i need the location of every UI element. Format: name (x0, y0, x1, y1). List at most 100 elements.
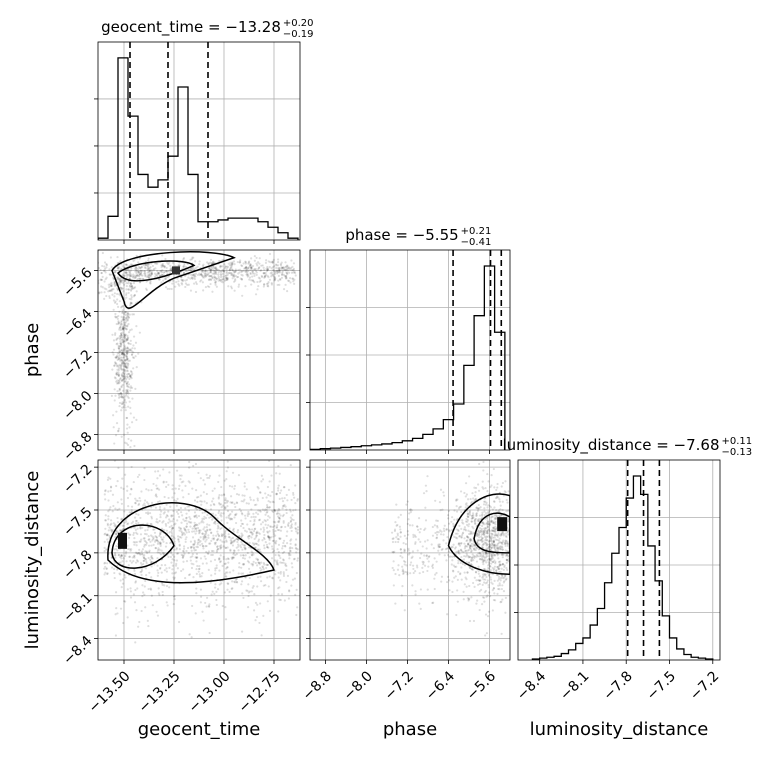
scatter-point (267, 267, 270, 270)
scatter-point (230, 262, 234, 265)
scatter-point (127, 372, 130, 376)
scatter-point (130, 439, 133, 442)
scatter-point (258, 266, 261, 269)
scatter-point (473, 556, 476, 559)
scatter-point (147, 489, 150, 492)
scatter-point (495, 515, 498, 518)
scatter-point (229, 548, 232, 551)
scatter-point (480, 554, 483, 557)
scatter-point (471, 512, 475, 515)
scatter-point (104, 271, 107, 274)
scatter-point (120, 518, 123, 521)
scatter-point (241, 592, 244, 595)
scatter-point (492, 467, 495, 471)
scatter-point (293, 271, 297, 275)
title-plus-geocent_time: +0.20 (283, 18, 314, 29)
scatter-point (154, 547, 157, 550)
scatter-point (224, 265, 227, 268)
scatter-point (234, 513, 237, 517)
scatter-point (174, 285, 177, 288)
scatter-point (257, 543, 260, 547)
scatter-point (469, 547, 472, 551)
scatter-point (247, 567, 251, 570)
scatter-point (120, 334, 123, 337)
scatter-point (288, 277, 292, 280)
scatter-point (210, 274, 213, 278)
scatter-point (492, 598, 495, 602)
scatter-point (475, 579, 478, 582)
scatter-point (478, 551, 481, 554)
scatter-point (503, 564, 506, 567)
scatter-point (115, 545, 118, 548)
scatter-point (486, 539, 489, 542)
scatter-point (177, 508, 180, 511)
scatter-point (121, 287, 124, 290)
scatter-point (126, 339, 129, 342)
scatter-point (231, 268, 234, 271)
scatter-point (163, 507, 166, 510)
scatter-point (477, 530, 480, 533)
scatter-point (407, 547, 410, 550)
scatter-point (492, 554, 495, 557)
scatter-point (290, 526, 293, 529)
scatter-point (271, 509, 274, 512)
scatter-point (122, 326, 125, 329)
scatter-point (279, 537, 282, 540)
scatter-point (190, 276, 193, 279)
scatter-point (116, 516, 119, 520)
scatter-point (114, 300, 117, 303)
scatter-point (233, 289, 236, 292)
scatter-point (209, 508, 213, 511)
scatter-point (276, 271, 279, 274)
scatter-point (130, 328, 133, 331)
scatter-point (209, 560, 213, 563)
scatter-point (150, 269, 153, 272)
scatter-point (254, 546, 257, 549)
scatter-point (218, 493, 221, 497)
scatter-point (398, 574, 401, 577)
scatter-point (180, 481, 183, 484)
scatter-point (411, 555, 414, 558)
scatter-point (242, 544, 245, 547)
scatter-point (159, 566, 162, 570)
scatter-point (267, 524, 270, 527)
scatter-point (169, 505, 172, 508)
scatter-point (171, 534, 174, 537)
scatter-point (178, 529, 181, 532)
scatter-point (189, 269, 192, 272)
scatter-point (132, 313, 136, 316)
scatter-point (113, 283, 116, 286)
scatter-point (282, 513, 285, 516)
scatter-point (492, 521, 495, 524)
scatter-point (403, 548, 406, 551)
scatter-point (208, 285, 211, 289)
scatter-point (492, 529, 495, 532)
scatter-point (248, 528, 251, 531)
scatter-point (471, 568, 474, 571)
scatter-point (124, 391, 128, 394)
scatter-point (263, 537, 266, 541)
panel-grid (324, 250, 490, 450)
scatter-point (183, 519, 186, 523)
scatter-point (119, 281, 123, 284)
scatter-point (501, 481, 505, 485)
scatter-point (262, 562, 265, 565)
scatter-point (129, 596, 133, 599)
scatter-point (202, 538, 205, 541)
scatter-point (132, 555, 136, 558)
scatter-point (245, 488, 248, 491)
scatter-point (489, 544, 492, 547)
scatter-point (217, 511, 220, 515)
scatter-point (276, 258, 280, 261)
scatter-point (256, 558, 259, 561)
scatter-point (260, 634, 263, 637)
scatter-point (507, 520, 510, 523)
scatter-point (145, 275, 148, 278)
scatter-point (266, 545, 269, 549)
scatter-point (275, 492, 278, 495)
scatter-point (133, 537, 136, 540)
scatter-point (491, 536, 495, 539)
scatter-point (489, 576, 492, 579)
scatter-point (490, 474, 493, 477)
scatter-point (110, 522, 113, 525)
